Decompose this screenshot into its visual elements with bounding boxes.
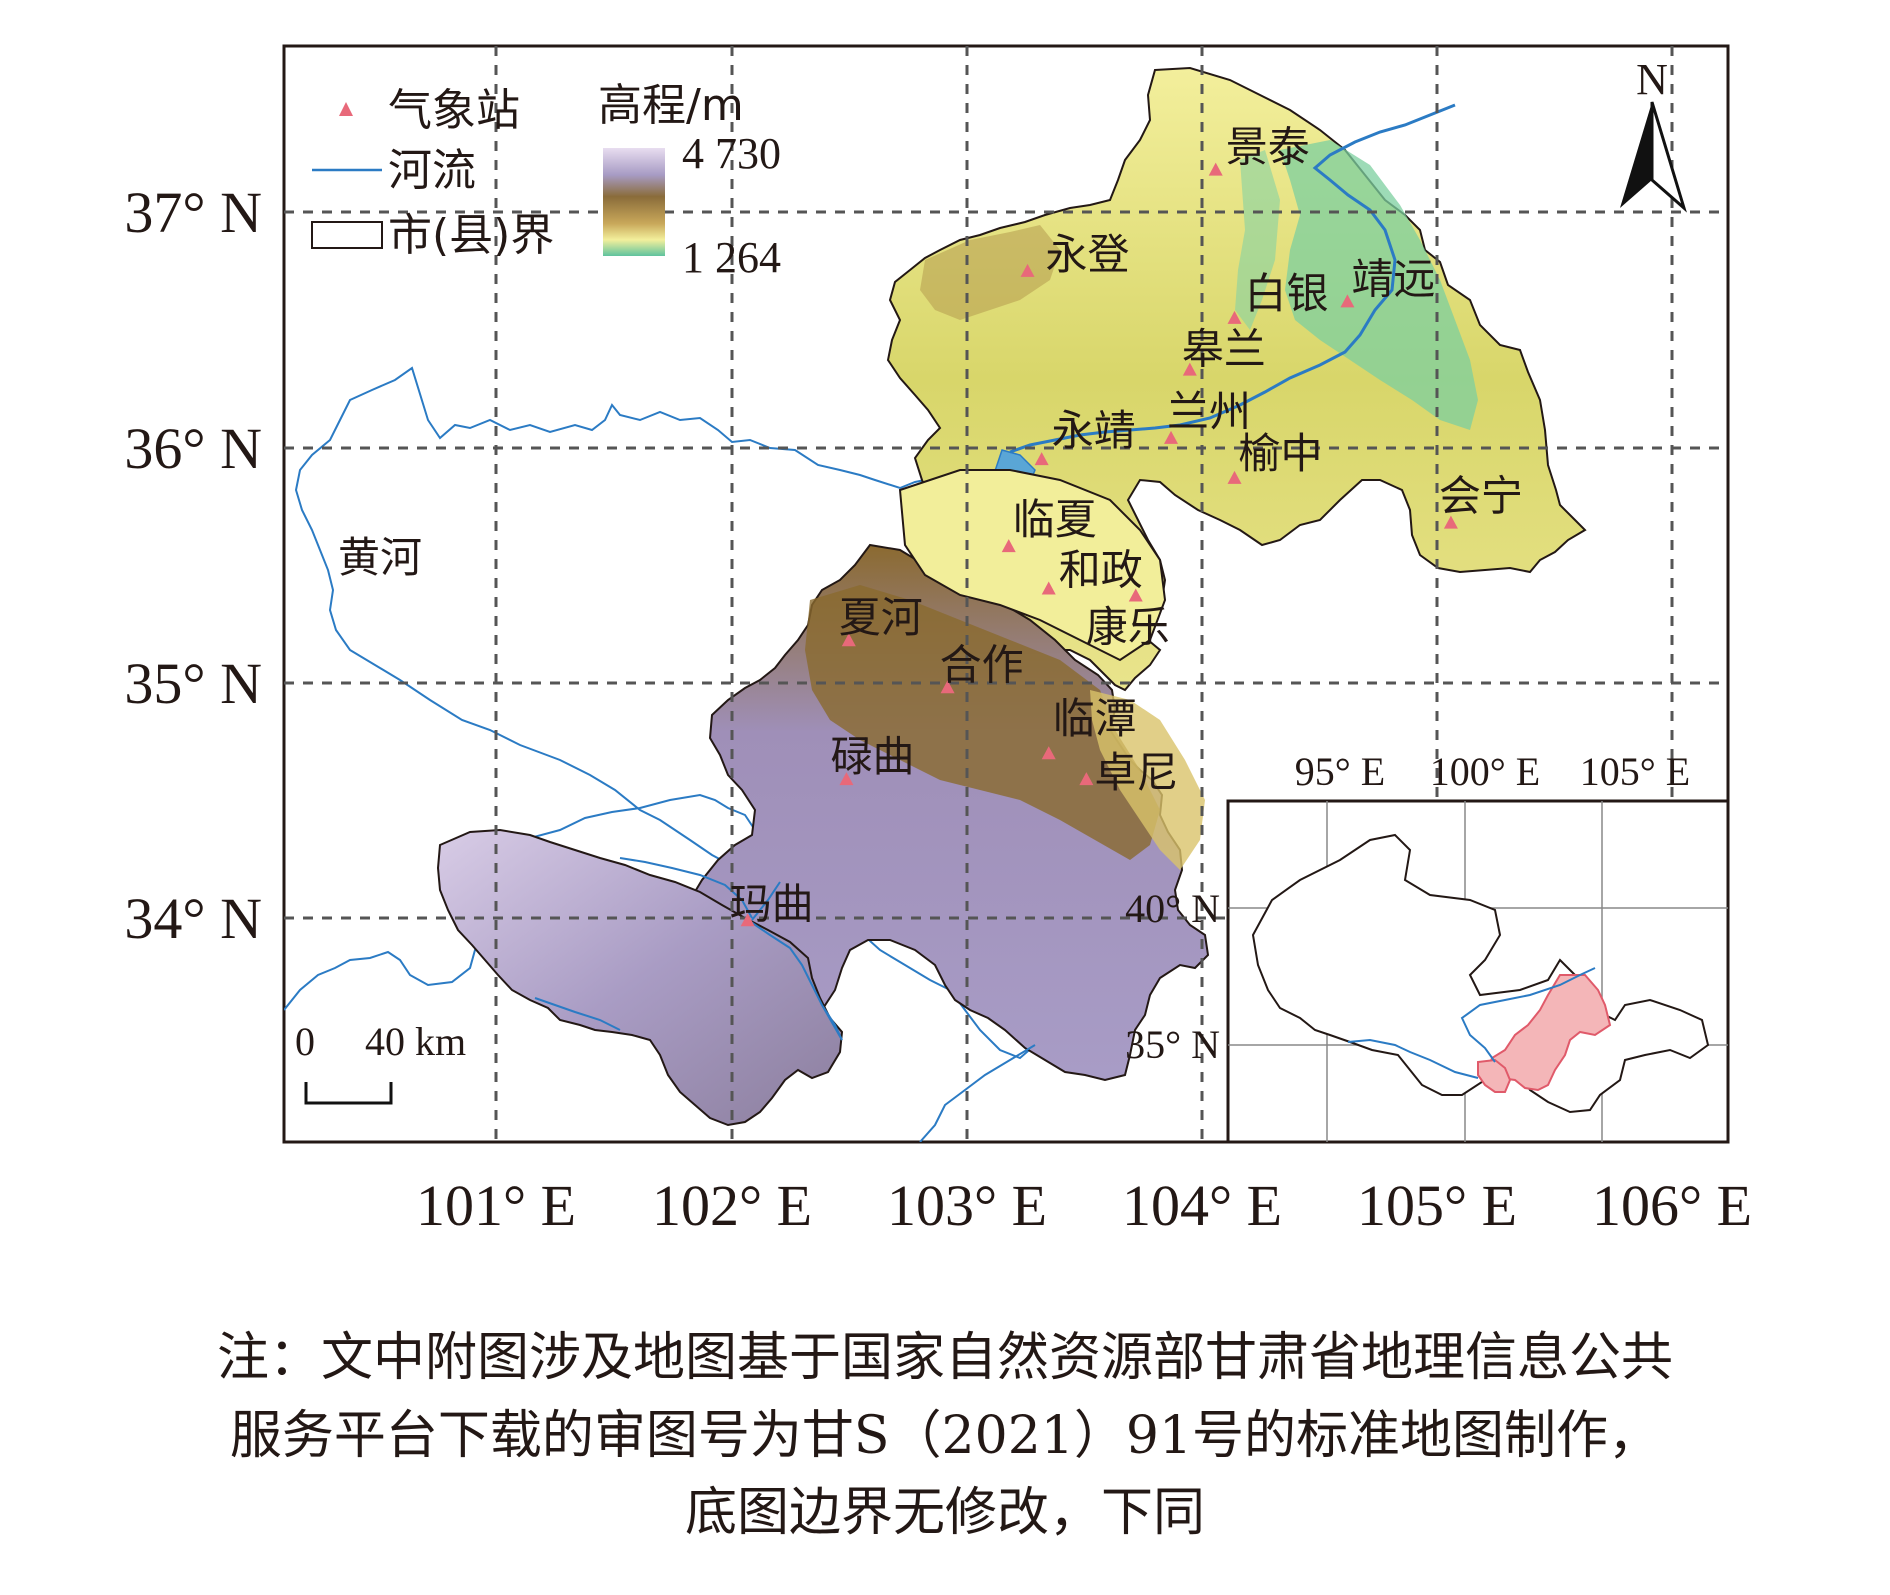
elevation-colorbar xyxy=(603,148,665,256)
lon-label-106: 106° E xyxy=(1592,1173,1752,1238)
river-valley-low-2 xyxy=(1235,150,1280,330)
station-label: 永登 xyxy=(1046,230,1130,279)
station-label: 景泰 xyxy=(1226,123,1310,172)
north-arrow: N xyxy=(1620,55,1687,213)
inset-lon-95: 95° E xyxy=(1295,749,1385,794)
station-marker xyxy=(1164,430,1179,444)
lon-label-103: 103° E xyxy=(887,1173,1047,1238)
station-label: 夏河 xyxy=(839,593,923,642)
station-label: 康乐 xyxy=(1086,603,1170,652)
lon-label-101: 101° E xyxy=(416,1173,576,1238)
scale-bar-distance: 40 km xyxy=(365,1019,466,1064)
inset-study-area-maqu xyxy=(1477,1058,1512,1093)
legend-elevation-title: 高程/m xyxy=(598,80,744,131)
yellow-river-maqu xyxy=(534,919,1036,1142)
station-marker xyxy=(940,680,955,694)
station-label: 临夏 xyxy=(1013,495,1097,544)
station-label: 和政 xyxy=(1059,545,1143,594)
station-marker xyxy=(839,772,854,786)
legend-boundary-box xyxy=(311,221,383,249)
note-line-3: 底图边界无修改，下同 xyxy=(684,1483,1205,1543)
legend-station-label: 气象站 xyxy=(388,85,520,136)
station-marker xyxy=(1340,294,1355,308)
lat-label-35: 35° N xyxy=(124,651,262,716)
station-marker xyxy=(1041,581,1056,595)
inset-lon-105: 105° E xyxy=(1580,749,1690,794)
note-line-2: 服务平台下载的审图号为甘S（2021）91号的标准地图制作， xyxy=(229,1406,1661,1466)
lat-label-34: 34° N xyxy=(124,886,262,951)
station-marker xyxy=(1208,162,1223,176)
station-marker xyxy=(841,633,856,647)
north-arrow-label: N xyxy=(1636,55,1668,104)
linxia-lowland xyxy=(898,469,1167,662)
station-label: 合作 xyxy=(940,640,1024,689)
scale-bar-zero: 0 xyxy=(295,1019,315,1064)
station-marker xyxy=(1079,772,1094,786)
north-highland xyxy=(920,225,1060,320)
inset-gansu-outline xyxy=(1251,833,1710,1114)
station-label: 临潭 xyxy=(1053,694,1137,743)
inset-lat-40: 40° N xyxy=(1125,886,1220,931)
yellow-river-maqu-2 xyxy=(619,857,781,921)
station-marker xyxy=(1227,310,1242,324)
legend: 气象站 河流 市(县)界 高程/m 4 730 1 264 xyxy=(311,80,781,282)
lat-label-36: 36° N xyxy=(124,416,262,481)
station-label: 会宁 xyxy=(1439,472,1523,521)
station-marker xyxy=(1041,746,1056,760)
lon-label-102: 102° E xyxy=(652,1173,812,1238)
station-label: 玛曲 xyxy=(730,879,814,928)
station-marker xyxy=(1227,470,1242,484)
river-name-label: 黄河 xyxy=(338,533,422,582)
maqu-region xyxy=(436,828,844,1127)
station-label: 靖远 xyxy=(1351,254,1435,303)
station-label: 白银 xyxy=(1245,269,1329,318)
north-arrow-right xyxy=(1650,101,1687,213)
inset-lon-100: 100° E xyxy=(1430,749,1540,794)
station-label: 皋兰 xyxy=(1182,325,1266,374)
legend-elevation-min: 1 264 xyxy=(682,233,781,282)
station-marker xyxy=(1020,263,1035,277)
scale-bar: 0 40 km xyxy=(295,1019,466,1105)
inset-study-area xyxy=(1486,974,1612,1092)
zhuoni-lowland xyxy=(1090,690,1205,870)
inset-river xyxy=(1347,967,1596,1079)
legend-elevation-max: 4 730 xyxy=(682,129,781,178)
southern-ridge xyxy=(805,585,1160,860)
station-marker xyxy=(1182,362,1197,376)
station-label: 兰州 xyxy=(1167,387,1251,436)
inset-lat-35: 35° N xyxy=(1125,1022,1220,1067)
lon-label-104: 104° E xyxy=(1122,1173,1282,1238)
station-label: 碌曲 xyxy=(830,732,914,781)
yellow-river-loop xyxy=(284,366,1036,1060)
station-label: 卓尼 xyxy=(1094,748,1178,797)
legend-river-label: 河流 xyxy=(388,145,476,196)
lat-label-37: 37° N xyxy=(124,180,262,245)
station-marker xyxy=(1001,539,1016,553)
inset-map: 95° E 100° E 105° E 40° N 35° N xyxy=(1125,749,1730,1144)
station-marker xyxy=(740,913,755,927)
north-arrow-left xyxy=(1620,102,1652,208)
legend-station-marker xyxy=(339,102,353,116)
yellow-river-north xyxy=(1009,103,1456,454)
station-marker xyxy=(1128,588,1143,602)
legend-boundary-label: 市(县)界 xyxy=(388,210,554,261)
station-marker xyxy=(1443,515,1458,529)
station-label: 榆中 xyxy=(1239,429,1323,478)
lon-label-105: 105° E xyxy=(1357,1173,1517,1238)
note-line-1: 注：文中附图涉及地图基于国家自然资源部甘肃省地理信息公共 xyxy=(216,1328,1673,1388)
station-marker xyxy=(1034,452,1049,466)
station-label: 永靖 xyxy=(1052,406,1136,455)
